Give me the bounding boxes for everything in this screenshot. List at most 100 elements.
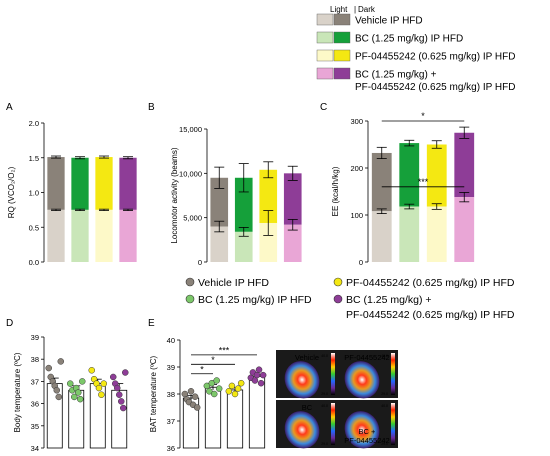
bar-dark: [47, 157, 65, 210]
data-point: [193, 404, 201, 411]
scale-bottom-label: 29.0: [321, 442, 328, 446]
panel-letter-a: A: [6, 102, 13, 113]
legend-swatch-dark: [333, 49, 351, 62]
scale-top-label: 40.0: [321, 354, 328, 358]
y-tick-label: 36: [167, 444, 175, 453]
data-point: [187, 388, 195, 395]
legend-swatch-light: [316, 67, 334, 80]
thermal-image-label: PF-04455242: [344, 353, 389, 362]
bar-light: [454, 197, 475, 262]
scale-bottom-label: 29.0: [381, 442, 388, 446]
data-point: [118, 398, 125, 405]
y-tick-label: 0.5: [29, 223, 39, 232]
data-point: [57, 358, 65, 365]
bar-dark: [426, 144, 447, 207]
thermal-image-label-line2: PF-04455242: [344, 436, 389, 445]
thermal-color-scale: [331, 403, 335, 445]
data-point: [122, 369, 129, 376]
y-tick-label: 38: [31, 355, 39, 364]
scale-top-label: 40.0: [381, 404, 388, 408]
data-point: [53, 387, 61, 394]
data-point: [109, 373, 117, 381]
thermal-color-scale: [331, 353, 335, 395]
significance-label: *: [211, 355, 215, 365]
thermal-mouse-body: [344, 411, 380, 449]
data-point: [225, 388, 233, 395]
bar-dark: [95, 157, 113, 210]
thermal-image-label: BC +: [359, 427, 377, 436]
y-tick-label: 0.0: [29, 258, 39, 267]
data-point: [203, 382, 211, 390]
bar-light: [47, 209, 65, 262]
legend-light-header: Light: [330, 5, 348, 14]
significance-label: *: [421, 111, 425, 121]
y-tick-label: 1.0: [29, 189, 39, 198]
data-point: [215, 385, 223, 392]
legend-swatch-light: [316, 31, 334, 44]
bar-dark: [119, 157, 137, 210]
y-tick-label: 2.0: [29, 119, 39, 128]
legend-marker: [185, 294, 195, 304]
thermal-color-scale: [391, 353, 395, 395]
y-tick-label: 37: [31, 377, 39, 386]
y-axis-title: RQ (VCO₂/O₂): [7, 166, 16, 218]
y-tick-label: 39: [167, 363, 175, 372]
significance-label: ***: [418, 177, 429, 187]
y-tick-label: 5,000: [183, 214, 202, 223]
mean-bar: [248, 376, 266, 449]
legend-label-line2: PF-04455242 (0.625 mg/kg) IP HFD: [346, 309, 515, 321]
y-tick-label: 35: [31, 422, 39, 431]
bar-dark: [234, 177, 253, 232]
data-point: [255, 366, 263, 373]
panel-letter-e: E: [148, 318, 155, 329]
significance-label: *: [200, 364, 204, 374]
bar-light: [371, 211, 392, 262]
panel-letter-d: D: [6, 318, 13, 329]
y-tick-label: 36: [31, 400, 39, 409]
data-point: [231, 390, 239, 398]
legend-label: BC (1.25 mg/kg) +: [355, 70, 437, 81]
bar-light: [399, 206, 420, 262]
data-point: [259, 371, 267, 379]
y-axis-title: EE (kcal/h/kg): [331, 166, 340, 216]
y-tick-label: 0: [198, 258, 202, 267]
data-point: [210, 390, 218, 398]
data-point: [45, 364, 52, 372]
data-point: [113, 384, 121, 392]
mid-legend: Vehicle IP HFD PF-04455242 (0.625 mg/kg) …: [185, 277, 515, 321]
bar-light: [234, 231, 253, 262]
chart-rq: 0.0 0.5 1.0 1.5 2.0 RQ (VCO₂/O₂): [7, 119, 137, 267]
legend-marker: [333, 277, 343, 287]
data-point: [253, 371, 261, 379]
bar-light: [71, 209, 89, 262]
legend-swatch-dark: [333, 13, 351, 26]
scale-bottom-label: 29.0: [381, 392, 388, 396]
y-tick-label: 37: [167, 417, 175, 426]
data-point: [95, 384, 103, 392]
thermal-color-scale: [391, 403, 395, 445]
bar-dark: [283, 173, 302, 225]
mean-bar: [226, 389, 244, 449]
bar-light: [210, 226, 229, 262]
y-tick-label: 1.5: [29, 154, 39, 163]
data-point: [213, 377, 220, 384]
legend-divider: |: [354, 5, 356, 14]
data-point: [181, 390, 189, 398]
legend-marker: [333, 294, 343, 304]
data-point: [88, 367, 95, 374]
legend-label: Vehicle IP HFD: [198, 277, 269, 289]
bar-dark: [371, 152, 392, 212]
chart-body-temperature: 34 35 36 37 38 39 Body temperature (ºC): [13, 333, 129, 453]
y-tick-label: 40: [167, 336, 175, 345]
bar-dark: [259, 169, 278, 223]
bar-light: [426, 206, 447, 262]
data-point: [120, 404, 127, 412]
scale-top-label: 40.0: [381, 354, 388, 358]
y-tick-label: 300: [350, 117, 363, 126]
bar-light: [119, 209, 137, 262]
scale-top-label: 40.0: [321, 404, 328, 408]
legend-label: BC (1.25 mg/kg) IP HFD: [355, 34, 463, 45]
